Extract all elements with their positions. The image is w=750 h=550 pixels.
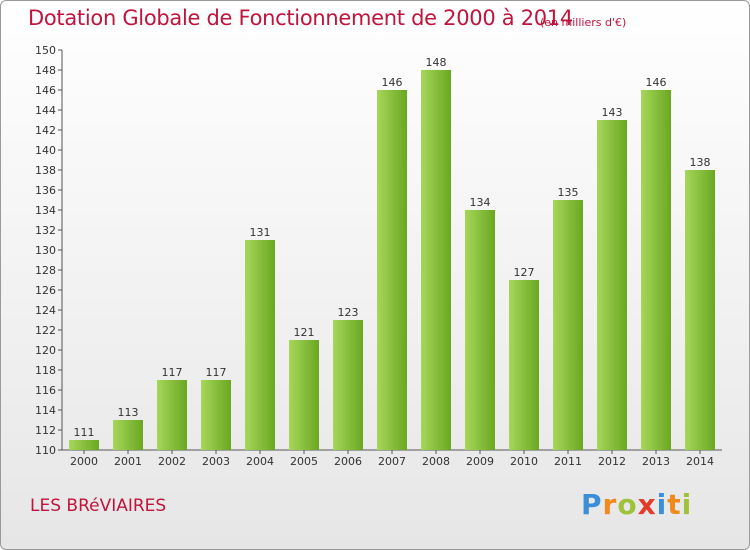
bar	[289, 340, 319, 450]
bar-value-label: 148	[426, 56, 447, 69]
x-tick-label: 2013	[642, 455, 670, 468]
x-tick-label: 2000	[70, 455, 98, 468]
logo-letter: x	[637, 488, 657, 521]
y-tick-label: 132	[35, 224, 56, 237]
y-tick-label: 140	[35, 144, 56, 157]
x-tick-label: 2011	[554, 455, 582, 468]
bar	[333, 320, 363, 450]
y-tick-label: 142	[35, 124, 56, 137]
logo-letter: r	[602, 488, 618, 521]
y-tick-label: 110	[35, 444, 56, 457]
x-tick-label: 2012	[598, 455, 626, 468]
bar-value-label: 146	[646, 76, 667, 89]
bar	[685, 170, 715, 450]
bar	[465, 210, 495, 450]
y-tick-label: 120	[35, 344, 56, 357]
y-tick-label: 114	[35, 404, 56, 417]
logo-letter: i	[681, 488, 693, 521]
x-tick-label: 2001	[114, 455, 142, 468]
data-labels-group: 111 113 117 117 131 121 123 146 148 134 127 135 143 1…	[74, 56, 711, 439]
y-tick-label: 146	[35, 84, 56, 97]
bar-value-label: 117	[206, 366, 227, 379]
bar-value-label: 131	[250, 226, 271, 239]
x-tick-label: 2003	[202, 455, 230, 468]
bar-value-label: 121	[294, 326, 315, 339]
y-tick-label: 134	[35, 204, 56, 217]
commune-name: LES BRéVIAIRES	[30, 496, 167, 516]
logo-letter: o	[617, 488, 638, 521]
bar-value-label: 113	[118, 406, 139, 419]
y-tick-label: 138	[35, 164, 56, 177]
y-tick-label: 118	[35, 364, 56, 377]
logo-letter: i	[656, 488, 668, 521]
x-tick-label: 2014	[686, 455, 714, 468]
bar	[421, 70, 451, 450]
bar-value-label: 146	[382, 76, 403, 89]
y-tick-label: 144	[35, 104, 56, 117]
x-tick-label: 2002	[158, 455, 186, 468]
bar-value-label: 111	[74, 426, 95, 439]
y-tick-label: 148	[35, 64, 56, 77]
bar-value-label: 117	[162, 366, 183, 379]
bar	[245, 240, 275, 450]
y-tick-label: 128	[35, 264, 56, 277]
bar	[157, 380, 187, 450]
bar	[553, 200, 583, 450]
y-tick-label: 136	[35, 184, 56, 197]
bar-value-label: 123	[338, 306, 359, 319]
bar-value-label: 135	[558, 186, 579, 199]
x-tick-label: 2006	[334, 455, 362, 468]
y-tick-label: 124	[35, 304, 56, 317]
logo-letter: P	[581, 488, 603, 521]
bar-value-label: 127	[514, 266, 535, 279]
x-tick-label: 2004	[246, 455, 274, 468]
bar	[377, 90, 407, 450]
y-tick-label: 122	[35, 324, 56, 337]
chart-subtitle: (en milliers d'€)	[540, 16, 627, 29]
bar-value-label: 134	[470, 196, 491, 209]
x-axis: 2000 2001 2002 2003 2004 2005 2006 2007 2008 2009…	[62, 449, 722, 468]
y-axis: 110 112 114 116 118 120 122 124 126 128 130 132 134 1…	[35, 44, 63, 457]
x-tick-label: 2010	[510, 455, 538, 468]
bar	[69, 440, 99, 450]
bar	[201, 380, 231, 450]
y-tick-label: 116	[35, 384, 56, 397]
x-tick-label: 2009	[466, 455, 494, 468]
bar	[641, 90, 671, 450]
bar	[113, 420, 143, 450]
chart-title: Dotation Globale de Fonctionnement de 20…	[28, 6, 573, 30]
x-tick-label: 2005	[290, 455, 318, 468]
bar	[597, 120, 627, 450]
y-tick-label: 112	[35, 424, 56, 437]
proxiti-logo[interactable]: Proxiti	[581, 488, 692, 521]
y-tick-label: 150	[35, 44, 56, 57]
bar-value-label: 143	[602, 106, 623, 119]
logo-letter: t	[667, 488, 682, 521]
y-tick-label: 130	[35, 244, 56, 257]
bars-group	[69, 70, 715, 450]
y-tick-label: 126	[35, 284, 56, 297]
bar	[509, 280, 539, 450]
x-tick-label: 2008	[422, 455, 450, 468]
bar-value-label: 138	[690, 156, 711, 169]
x-tick-label: 2007	[378, 455, 406, 468]
